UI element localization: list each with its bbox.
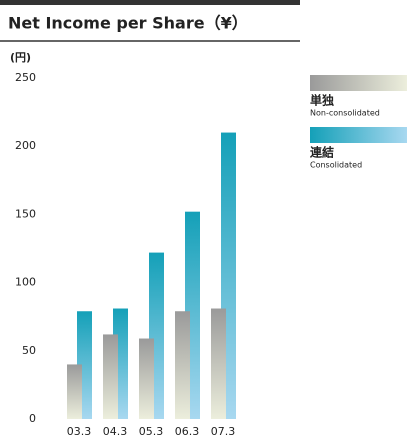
bar — [139, 338, 154, 419]
legend-label: 単独 — [310, 93, 334, 108]
y-tick-label: 0 — [29, 412, 36, 425]
y-tick-label: 200 — [15, 139, 36, 152]
y-tick-label: 100 — [15, 276, 36, 289]
top-band — [0, 0, 300, 5]
chart-title: Net Income per Share（¥） — [8, 14, 248, 33]
legend-swatch — [310, 75, 407, 91]
x-tick-label: 03.3 — [67, 425, 92, 438]
x-tick-label: 04.3 — [103, 425, 128, 438]
legend-label: 連結 — [310, 145, 334, 160]
bar — [175, 311, 190, 419]
bar — [211, 308, 226, 419]
bar — [103, 334, 118, 419]
legend-sublabel: Consolidated — [310, 161, 362, 170]
x-tick-label: 06.3 — [175, 425, 200, 438]
y-tick-label: 250 — [15, 71, 36, 84]
x-tick-label: 05.3 — [139, 425, 164, 438]
bar — [67, 364, 82, 419]
y-tick-label: 150 — [15, 207, 36, 220]
y-tick-label: 50 — [22, 344, 36, 357]
legend-sublabel: Non-consolidated — [310, 109, 380, 118]
unit-label: (円) — [10, 51, 31, 64]
x-tick-label: 07.3 — [211, 425, 236, 438]
legend-swatch — [310, 127, 407, 143]
